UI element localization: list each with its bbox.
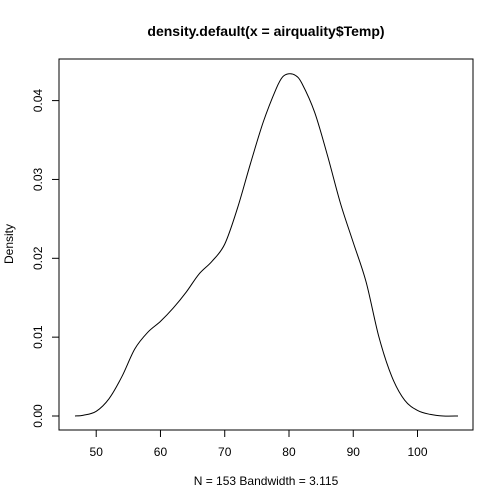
x-tick-label: 70 <box>218 445 232 459</box>
x-tick-label: 100 <box>407 445 427 459</box>
y-axis-label: Density <box>2 224 16 264</box>
x-tick-label: 60 <box>154 445 168 459</box>
x-axis-label: N = 153 Bandwidth = 3.115 <box>194 474 339 488</box>
x-tick-label: 80 <box>282 445 296 459</box>
x-axis: 50 60 70 80 90 100 <box>90 429 428 459</box>
density-curve <box>74 73 459 417</box>
y-tick-label: 0.04 <box>31 89 45 113</box>
x-tick-label: 50 <box>90 445 104 459</box>
y-tick-label: 0.02 <box>31 246 45 270</box>
chart-title: density.default(x = airquality$Temp) <box>147 23 384 39</box>
y-tick-label: 0.00 <box>31 404 45 428</box>
y-tick-label: 0.03 <box>31 167 45 191</box>
y-tick-label: 0.01 <box>31 325 45 349</box>
x-tick-label: 90 <box>347 445 361 459</box>
y-axis: 0.00 0.01 0.02 0.03 0.04 <box>31 89 60 428</box>
